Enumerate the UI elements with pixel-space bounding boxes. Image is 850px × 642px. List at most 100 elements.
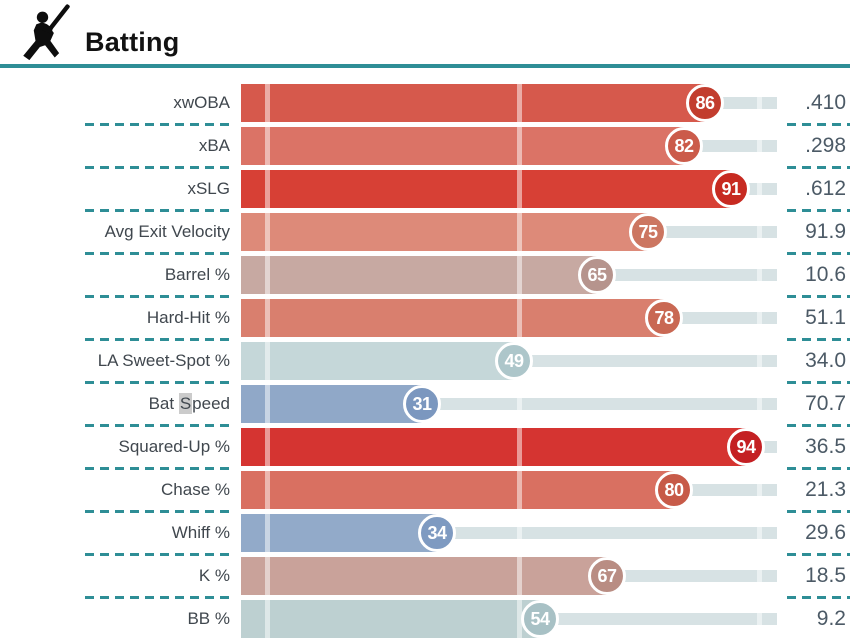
- percentile-badge[interactable]: 75: [629, 213, 667, 251]
- scale-tick-mid: [517, 471, 522, 509]
- stat-label: xSLG: [187, 179, 230, 198]
- scale-tick-low: [265, 514, 270, 552]
- stat-label: Barrel %: [164, 265, 230, 284]
- percentile-bar[interactable]: 91: [241, 170, 778, 208]
- percentile-bar[interactable]: 65: [241, 256, 778, 294]
- percentile-bar[interactable]: 67: [241, 557, 778, 595]
- percentile-bar-fill: [241, 84, 705, 122]
- scale-tick-high: [757, 84, 762, 122]
- stat-row: Barrel % 65 10.6: [0, 256, 850, 299]
- percentile-bar[interactable]: 82: [241, 127, 778, 165]
- percentile-track: [597, 269, 777, 281]
- row-separator-left: [85, 165, 232, 169]
- percentile-bar-fill: [241, 170, 731, 208]
- selected-text: S: [178, 393, 193, 414]
- stat-value: 91.9: [805, 220, 846, 243]
- percentile-badge[interactable]: 49: [495, 342, 533, 380]
- stat-row: xSLG 91 .612: [0, 170, 850, 213]
- row-separator-left: [85, 423, 232, 427]
- percentile-track: [422, 398, 777, 410]
- stat-row: xBA 82 .298: [0, 127, 850, 170]
- stat-value: 51.1: [805, 306, 846, 329]
- percentile-track: [437, 527, 777, 539]
- percentile-bar[interactable]: 80: [241, 471, 778, 509]
- header: Batting: [0, 0, 850, 64]
- scale-tick-low: [265, 256, 270, 294]
- percentile-bar[interactable]: 78: [241, 299, 778, 337]
- percentile-bar-fill: [241, 557, 607, 595]
- row-separator-right: [787, 208, 850, 212]
- percentile-track: [648, 226, 777, 238]
- scale-tick-mid: [517, 428, 522, 466]
- percentile-badge[interactable]: 91: [712, 170, 750, 208]
- stat-label: LA Sweet-Spot %: [97, 351, 230, 370]
- stat-label: Squared-Up %: [118, 437, 230, 456]
- percentile-badge[interactable]: 82: [665, 127, 703, 165]
- stat-row: Whiff % 34 29.6: [0, 514, 850, 557]
- percentile-bar[interactable]: 49: [241, 342, 778, 380]
- header-divider: [0, 64, 850, 68]
- percentile-badge[interactable]: 31: [403, 385, 441, 423]
- row-separator-right: [787, 251, 850, 255]
- stat-row: BB % 54 9.2: [0, 600, 850, 638]
- stat-value: .298: [805, 134, 846, 157]
- row-separator-right: [787, 595, 850, 599]
- percentile-value: 82: [674, 136, 694, 156]
- percentile-bar-fill: [241, 342, 514, 380]
- row-separator-right: [787, 423, 850, 427]
- scale-tick-high: [757, 557, 762, 595]
- percentile-bar[interactable]: 54: [241, 600, 778, 638]
- stat-label: Avg Exit Velocity: [104, 222, 230, 241]
- percentile-bar-fill: [241, 256, 597, 294]
- scale-tick-mid: [517, 514, 522, 552]
- percentile-value: 86: [695, 93, 715, 113]
- percentile-bar-fill: [241, 514, 437, 552]
- scale-tick-mid: [517, 385, 522, 423]
- row-separator-left: [85, 595, 232, 599]
- stat-value: 70.7: [805, 392, 846, 415]
- stat-label: Hard-Hit %: [146, 308, 230, 327]
- row-separator-left: [85, 208, 232, 212]
- stat-row: Chase % 80 21.3: [0, 471, 850, 514]
- percentile-badge[interactable]: 34: [418, 514, 456, 552]
- scale-tick-mid: [517, 127, 522, 165]
- row-separator-left: [85, 509, 232, 513]
- percentile-value: 80: [664, 480, 684, 500]
- row-separator-left: [85, 251, 232, 255]
- stat-row: Hard-Hit % 78 51.1: [0, 299, 850, 342]
- percentile-badge[interactable]: 78: [645, 299, 683, 337]
- percentile-badge[interactable]: 86: [686, 84, 724, 122]
- percentile-bar[interactable]: 94: [241, 428, 778, 466]
- percentile-value: 34: [427, 523, 447, 543]
- percentile-badge[interactable]: 94: [727, 428, 765, 466]
- row-separator-left: [85, 552, 232, 556]
- percentile-badge[interactable]: 80: [655, 471, 693, 509]
- row-separator-right: [787, 509, 850, 513]
- percentile-bar[interactable]: 34: [241, 514, 778, 552]
- percentile-track: [684, 140, 777, 152]
- percentile-badge[interactable]: 67: [588, 557, 626, 595]
- percentile-badge[interactable]: 65: [578, 256, 616, 294]
- scale-tick-high: [757, 600, 762, 638]
- percentile-rows: xwOBA 86 .410 xBA 82: [0, 84, 850, 638]
- scale-tick-high: [757, 213, 762, 251]
- percentile-bar-fill: [241, 127, 684, 165]
- batter-swing-icon: [18, 3, 74, 63]
- stat-row: Bat Speed 31 70.7: [0, 385, 850, 428]
- row-separator-right: [787, 552, 850, 556]
- percentile-bar[interactable]: 86: [241, 84, 778, 122]
- stat-label: K %: [198, 566, 230, 585]
- percentile-track: [540, 613, 777, 625]
- percentile-badge[interactable]: 54: [521, 600, 559, 638]
- row-separator-left: [85, 466, 232, 470]
- scale-tick-mid: [517, 557, 522, 595]
- row-separator-right: [787, 337, 850, 341]
- stat-label: xBA: [198, 136, 230, 155]
- percentile-bar[interactable]: 75: [241, 213, 778, 251]
- stat-label: BB %: [187, 609, 230, 628]
- percentile-bar[interactable]: 31: [241, 385, 778, 423]
- percentile-bar-fill: [241, 600, 540, 638]
- row-separator-left: [85, 380, 232, 384]
- stat-label: Bat Speed: [148, 393, 230, 414]
